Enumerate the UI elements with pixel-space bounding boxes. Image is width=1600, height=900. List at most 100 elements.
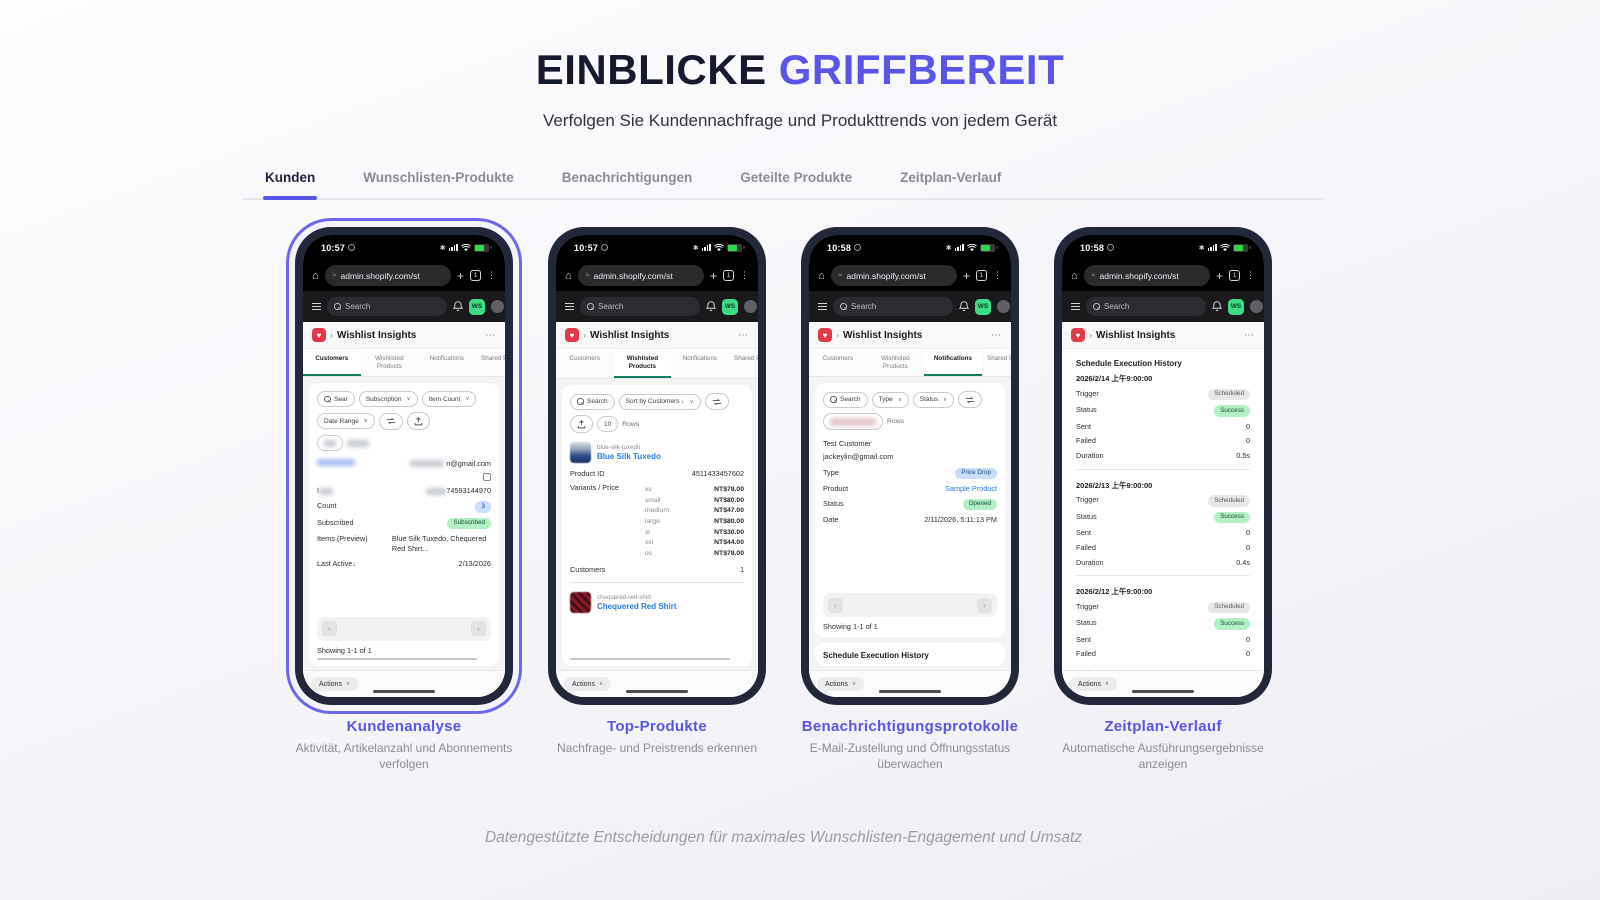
app-tab-notifications[interactable]: Notifications	[682, 355, 718, 362]
export-button[interactable]	[406, 412, 430, 431]
home-icon[interactable]: ⌂	[312, 269, 319, 282]
home-indicator[interactable]	[373, 689, 435, 693]
tab-count[interactable]: 1	[723, 270, 734, 281]
home-indicator[interactable]	[879, 689, 941, 693]
phone-screen: 10:57 ✱ ⌂ ≈ admin.shopify.com/st + 1 ⋮ Se…	[556, 235, 758, 697]
actions-button[interactable]: Actions	[1070, 677, 1117, 691]
tab-geteilte-produkte[interactable]: Geteilte Produkte	[740, 170, 853, 185]
trigger-label: Trigger	[1076, 601, 1099, 611]
home-indicator[interactable]	[626, 689, 688, 693]
app-tab-wishlisted-products[interactable]: Wishlisted Products	[613, 349, 672, 379]
url-bar[interactable]: ≈ admin.shopify.com/st	[1083, 265, 1210, 286]
url-bar[interactable]: ≈ admin.shopify.com/st	[577, 265, 704, 286]
date-range-filter[interactable]: Date Range	[317, 413, 375, 430]
more-options-icon[interactable]: ⋯	[1244, 329, 1255, 341]
subscription-filter[interactable]: Subscription	[358, 391, 418, 408]
app-tab-customers[interactable]: Customers	[569, 355, 600, 362]
refresh-button[interactable]	[704, 393, 729, 411]
app-tab-notifications[interactable]: Notifications	[924, 349, 982, 377]
new-tab-icon[interactable]: +	[456, 268, 464, 283]
admin-search[interactable]: Search	[327, 297, 447, 316]
product-link[interactable]: Blue Silk Tuxedo	[597, 452, 661, 462]
horizontal-scrollbar[interactable]	[570, 657, 731, 660]
actions-button[interactable]: Actions	[311, 677, 358, 691]
home-icon[interactable]: ⌂	[565, 269, 572, 282]
rows-per-page[interactable]: 10	[597, 416, 619, 433]
home-icon[interactable]: ⌂	[818, 269, 825, 282]
search-field[interactable]: Search	[570, 393, 615, 410]
bell-icon[interactable]	[706, 301, 716, 312]
refresh-button[interactable]	[378, 412, 403, 430]
status-filter[interactable]: Status	[912, 391, 955, 408]
avatar[interactable]: WS	[1228, 298, 1244, 315]
url-bar[interactable]: ≈ admin.shopify.com/st	[830, 265, 957, 286]
avatar[interactable]: WS	[975, 298, 991, 315]
bell-icon[interactable]	[959, 301, 969, 312]
product-image[interactable]	[570, 442, 591, 464]
product-image[interactable]	[570, 591, 591, 613]
duration-label: Duration	[1076, 451, 1104, 461]
app-tab-customers[interactable]: Customers	[303, 349, 361, 377]
checkbox[interactable]	[483, 473, 491, 482]
actions-button[interactable]: Actions	[817, 677, 864, 691]
rows-per-page[interactable]	[823, 413, 883, 431]
browser-menu-icon[interactable]: ⋮	[487, 270, 496, 280]
browser-menu-icon[interactable]: ⋮	[1246, 270, 1255, 280]
blurred-name[interactable]	[317, 458, 355, 466]
home-icon[interactable]: ⌂	[1071, 269, 1078, 282]
tab-count[interactable]: 1	[470, 270, 481, 281]
avatar[interactable]: WS	[722, 298, 738, 315]
home-indicator[interactable]	[1132, 689, 1194, 693]
new-tab-icon[interactable]: +	[1215, 268, 1223, 283]
next-page-button[interactable]: ›	[977, 597, 992, 613]
admin-search[interactable]: Search	[1086, 297, 1206, 316]
export-button[interactable]	[570, 415, 593, 434]
app-tab-wishlisted-products[interactable]: Wishlisted Products	[880, 355, 910, 370]
menu-icon[interactable]	[312, 302, 321, 311]
more-options-icon[interactable]: ⋯	[485, 329, 496, 341]
horizontal-scrollbar[interactable]	[317, 657, 478, 660]
search-field[interactable]: Sear	[317, 391, 355, 408]
browser-menu-icon[interactable]: ⋮	[740, 270, 749, 280]
avatar[interactable]: WS	[469, 298, 485, 315]
app-tab-shared-products[interactable]: Shared Products	[481, 355, 505, 362]
menu-icon[interactable]	[565, 302, 574, 311]
tab-benachrichtigungen[interactable]: Benachrichtigungen	[561, 170, 693, 185]
new-tab-icon[interactable]: +	[709, 268, 717, 283]
refresh-button[interactable]	[958, 391, 983, 409]
tab-wunschlisten-produkte[interactable]: Wunschlisten-Produkte	[363, 170, 514, 185]
menu-icon[interactable]	[818, 302, 827, 311]
bell-icon[interactable]	[453, 301, 463, 312]
admin-search[interactable]: Search	[833, 297, 953, 316]
new-tab-icon[interactable]: +	[962, 268, 970, 283]
sort-filter[interactable]: Sort by Customers ↓	[618, 393, 701, 410]
admin-search[interactable]: Search	[580, 297, 700, 316]
search-field[interactable]: Search	[823, 391, 868, 408]
browser-bar: ⌂ ≈ admin.shopify.com/st + 1 ⋮	[809, 260, 1011, 291]
app-tab-shared-products[interactable]: Shared Products	[987, 355, 1011, 362]
tab-zeitplan-verlauf[interactable]: Zeitplan-Verlauf	[900, 170, 1002, 185]
type-filter[interactable]: Type	[871, 391, 909, 408]
next-page-button[interactable]: ›	[471, 621, 486, 636]
tab-kunden[interactable]: Kunden	[263, 164, 318, 200]
app-tab-shared-products[interactable]: Shared Products	[734, 355, 758, 362]
product-link[interactable]: Chequered Red Shirt	[597, 601, 677, 611]
status-icon	[854, 244, 862, 251]
item-count-filter[interactable]: Item Count	[421, 391, 477, 408]
more-options-icon[interactable]: ⋯	[738, 329, 749, 341]
prev-page-button[interactable]: ‹	[828, 597, 843, 613]
rows-per-page[interactable]	[317, 435, 343, 452]
tab-count[interactable]: 1	[1229, 270, 1240, 281]
more-options-icon[interactable]: ⋯	[991, 329, 1002, 341]
actions-button[interactable]: Actions	[564, 677, 611, 691]
prev-page-button[interactable]: ‹	[322, 621, 337, 636]
browser-menu-icon[interactable]: ⋮	[993, 270, 1002, 280]
app-tab-customers[interactable]: Customers	[822, 355, 853, 362]
tab-count[interactable]: 1	[976, 270, 987, 281]
url-bar[interactable]: ≈ admin.shopify.com/st	[324, 265, 451, 286]
bell-icon[interactable]	[1212, 301, 1222, 312]
menu-icon[interactable]	[1071, 302, 1080, 311]
app-tab-wishlisted-products[interactable]: Wishlisted Products	[374, 355, 404, 370]
product-link[interactable]: Sample Product	[945, 484, 997, 494]
app-tab-notifications[interactable]: Notifications	[429, 355, 465, 362]
